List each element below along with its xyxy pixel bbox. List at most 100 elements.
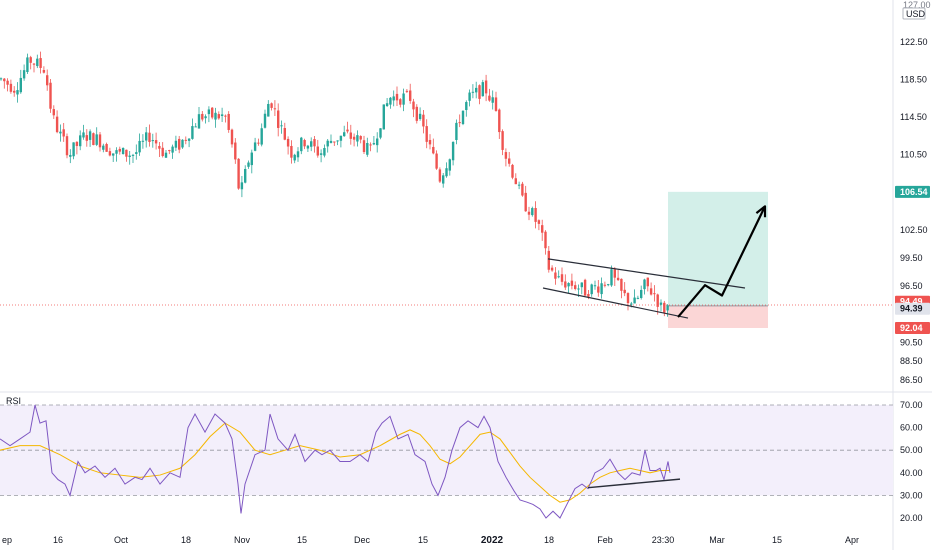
candle-body-16	[52, 109, 55, 116]
rsi-trendline[interactable]	[587, 478, 681, 489]
candle-body-97	[319, 153, 323, 155]
rsi-band	[0, 404, 893, 496]
candle-body-39	[128, 155, 131, 158]
candle-body-63	[207, 109, 211, 115]
candle-body-102	[336, 140, 339, 142]
price-tick-label-1: 118.50	[900, 75, 927, 85]
candle-body-76	[250, 152, 253, 166]
candle-body-189	[623, 289, 626, 294]
candle-body-154	[508, 158, 511, 164]
time-axis[interactable]: ep 16 Oct 18 Nov 15 Dec 15 2022 18 Feb 23:30 Mar 15 Ap…	[2, 535, 859, 546]
candle-body-27	[88, 131, 92, 140]
candle-body-35	[115, 150, 118, 154]
candle-body-87	[286, 138, 290, 147]
channel-lower-line[interactable]	[542, 287, 689, 319]
candle-body-153	[504, 152, 508, 159]
entry-price-badge	[895, 302, 930, 315]
candle-body-37	[121, 148, 125, 155]
currency-box[interactable]	[902, 7, 926, 20]
channel-upper-line[interactable]	[547, 258, 746, 289]
candle-body-19	[62, 129, 65, 137]
candle-body-150	[494, 97, 498, 111]
candle-body-172	[567, 283, 570, 287]
candle-body-58	[191, 126, 194, 139]
candle-body-144	[475, 87, 478, 93]
candle-body-151	[498, 109, 501, 133]
candle-body-107	[352, 136, 356, 140]
candle-body-169	[557, 276, 560, 278]
candle-body-122	[402, 93, 405, 105]
candle-body-166	[547, 250, 550, 270]
candle-body-54	[178, 138, 181, 150]
candle-body-70	[230, 129, 234, 145]
time-tick-label-3: 18	[181, 535, 191, 545]
candle-body-78	[257, 142, 260, 144]
time-tick-label-5: 15	[297, 535, 307, 545]
candle-body-159	[524, 192, 527, 212]
target-zone[interactable]	[668, 191, 768, 306]
target-price-badge	[895, 185, 930, 198]
price-tick-label-7: 96.50	[900, 281, 923, 291]
candle-body-68	[224, 115, 227, 117]
candle-body-190	[626, 293, 630, 304]
candle-body-180	[593, 285, 597, 287]
candle-body-199	[656, 294, 659, 307]
candle-body-64	[211, 107, 214, 118]
candle-body-67	[220, 114, 224, 117]
candle-body-181	[597, 286, 600, 293]
stop-price-badge	[895, 321, 930, 334]
candle-body-55	[181, 139, 184, 148]
projection-path[interactable]	[677, 205, 766, 318]
candle-body-79	[260, 128, 263, 145]
candle-body-120	[395, 93, 399, 101]
candle-body-33	[108, 151, 112, 156]
candle-body-23	[75, 141, 79, 146]
rsi-series	[0, 404, 681, 519]
time-tick-label-12: Mar	[709, 535, 725, 545]
candle-body-133	[438, 169, 442, 182]
candle-body-202	[666, 305, 669, 311]
price-tick-label-10: 88.50	[900, 356, 923, 366]
price-axis[interactable]: 122.50118.50114.50110.50106.50102.5099.5…	[895, 37, 930, 385]
candle-body-1	[3, 78, 6, 82]
candle-body-101	[333, 141, 336, 143]
candle-body-109	[359, 136, 362, 140]
candle-body-105	[346, 129, 349, 132]
candle-body-148	[488, 95, 491, 101]
candle-body-15	[49, 82, 52, 109]
candle-body-21	[69, 154, 72, 157]
candle-body-119	[392, 96, 395, 101]
candle-body-200	[659, 302, 663, 305]
candle-body-66	[217, 114, 220, 119]
candle-body-198	[653, 293, 656, 295]
stop-zone[interactable]	[668, 305, 768, 328]
candle-body-71	[234, 142, 237, 160]
candle-body-83	[273, 108, 277, 110]
candle-body-195	[643, 279, 646, 290]
candle-body-173	[570, 280, 574, 286]
candle-body-91	[300, 137, 303, 152]
candle-body-170	[560, 274, 564, 282]
candle-body-103	[339, 135, 343, 141]
candle-body-121	[399, 99, 402, 105]
candle-body-28	[92, 133, 95, 146]
candle-body-194	[640, 289, 643, 299]
candle-body-114	[376, 138, 379, 146]
rsi-ma-line	[0, 422, 670, 503]
candle-body-56	[184, 139, 187, 141]
candle-body-117	[385, 103, 389, 106]
candle-body-86	[283, 128, 286, 140]
long-position-tool[interactable]	[0, 191, 893, 328]
candle-body-185	[610, 269, 613, 286]
candle-body-177	[583, 279, 587, 296]
candle-body-24	[79, 135, 82, 147]
candle-body-138	[455, 122, 458, 141]
candle-body-74	[244, 168, 247, 183]
price-drawings[interactable]	[542, 205, 767, 319]
candle-body-123	[405, 90, 409, 92]
candle-body-85	[280, 125, 283, 127]
candle-body-13	[42, 70, 46, 73]
price-tick-label-5: 102.50	[900, 225, 928, 235]
candle-body-73	[240, 182, 244, 190]
